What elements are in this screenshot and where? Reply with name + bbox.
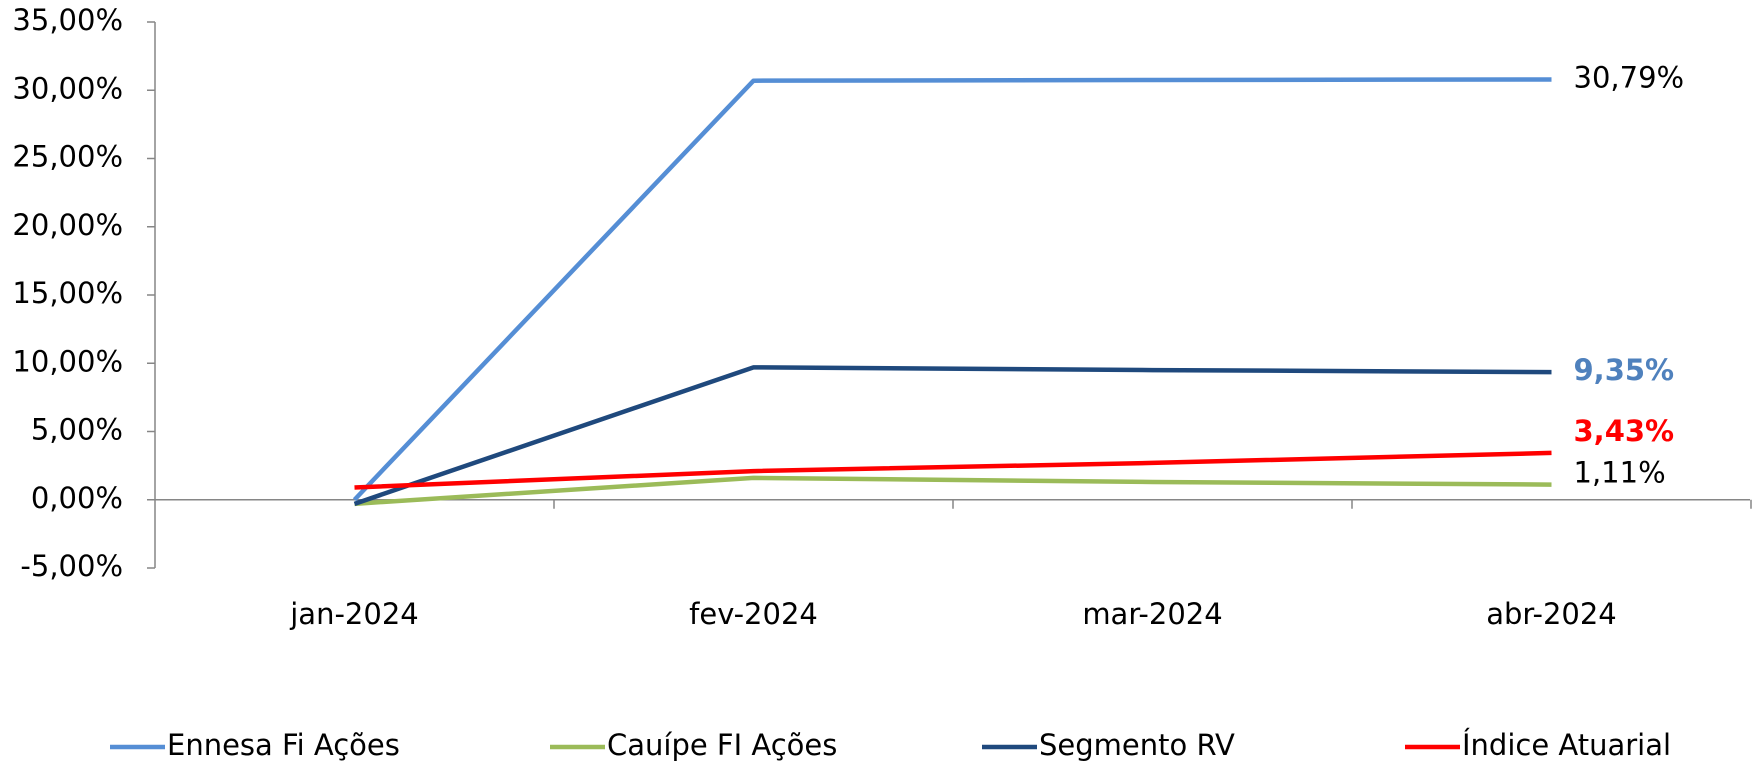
- y-tick-label: 30,00%: [12, 71, 123, 105]
- x-tick-label: mar-2024: [1082, 597, 1222, 631]
- x-tick-label: jan-2024: [289, 597, 418, 631]
- series-line: [354, 475, 1552, 507]
- legend-label: Ennesa Fi Ações: [167, 728, 400, 762]
- legend-label: Cauípe FI Ações: [607, 728, 837, 762]
- series-line: [352, 77, 1552, 502]
- y-tick-label: 35,00%: [12, 3, 123, 37]
- y-tick-label: -5,00%: [20, 549, 123, 583]
- data-label: 1,11%: [1574, 456, 1666, 490]
- y-tick-label: 15,00%: [12, 276, 123, 310]
- series-line: [354, 450, 1552, 490]
- y-tick-label: 10,00%: [12, 344, 123, 378]
- y-tick-label: 5,00%: [31, 413, 123, 447]
- data-label: 9,35%: [1574, 353, 1675, 387]
- series-line: [353, 365, 1552, 506]
- legend-label: Segmento RV: [1039, 728, 1235, 762]
- data-label: 30,79%: [1574, 60, 1685, 94]
- x-tick-label: abr-2024: [1486, 597, 1617, 631]
- x-tick-label: fev-2024: [689, 597, 818, 631]
- y-tick-label: 20,00%: [12, 208, 123, 242]
- y-tick-label: 25,00%: [12, 140, 123, 174]
- legend-label: Índice Atuarial: [1462, 728, 1671, 762]
- y-tick-label: 0,00%: [31, 481, 123, 515]
- data-label: 3,43%: [1574, 414, 1675, 448]
